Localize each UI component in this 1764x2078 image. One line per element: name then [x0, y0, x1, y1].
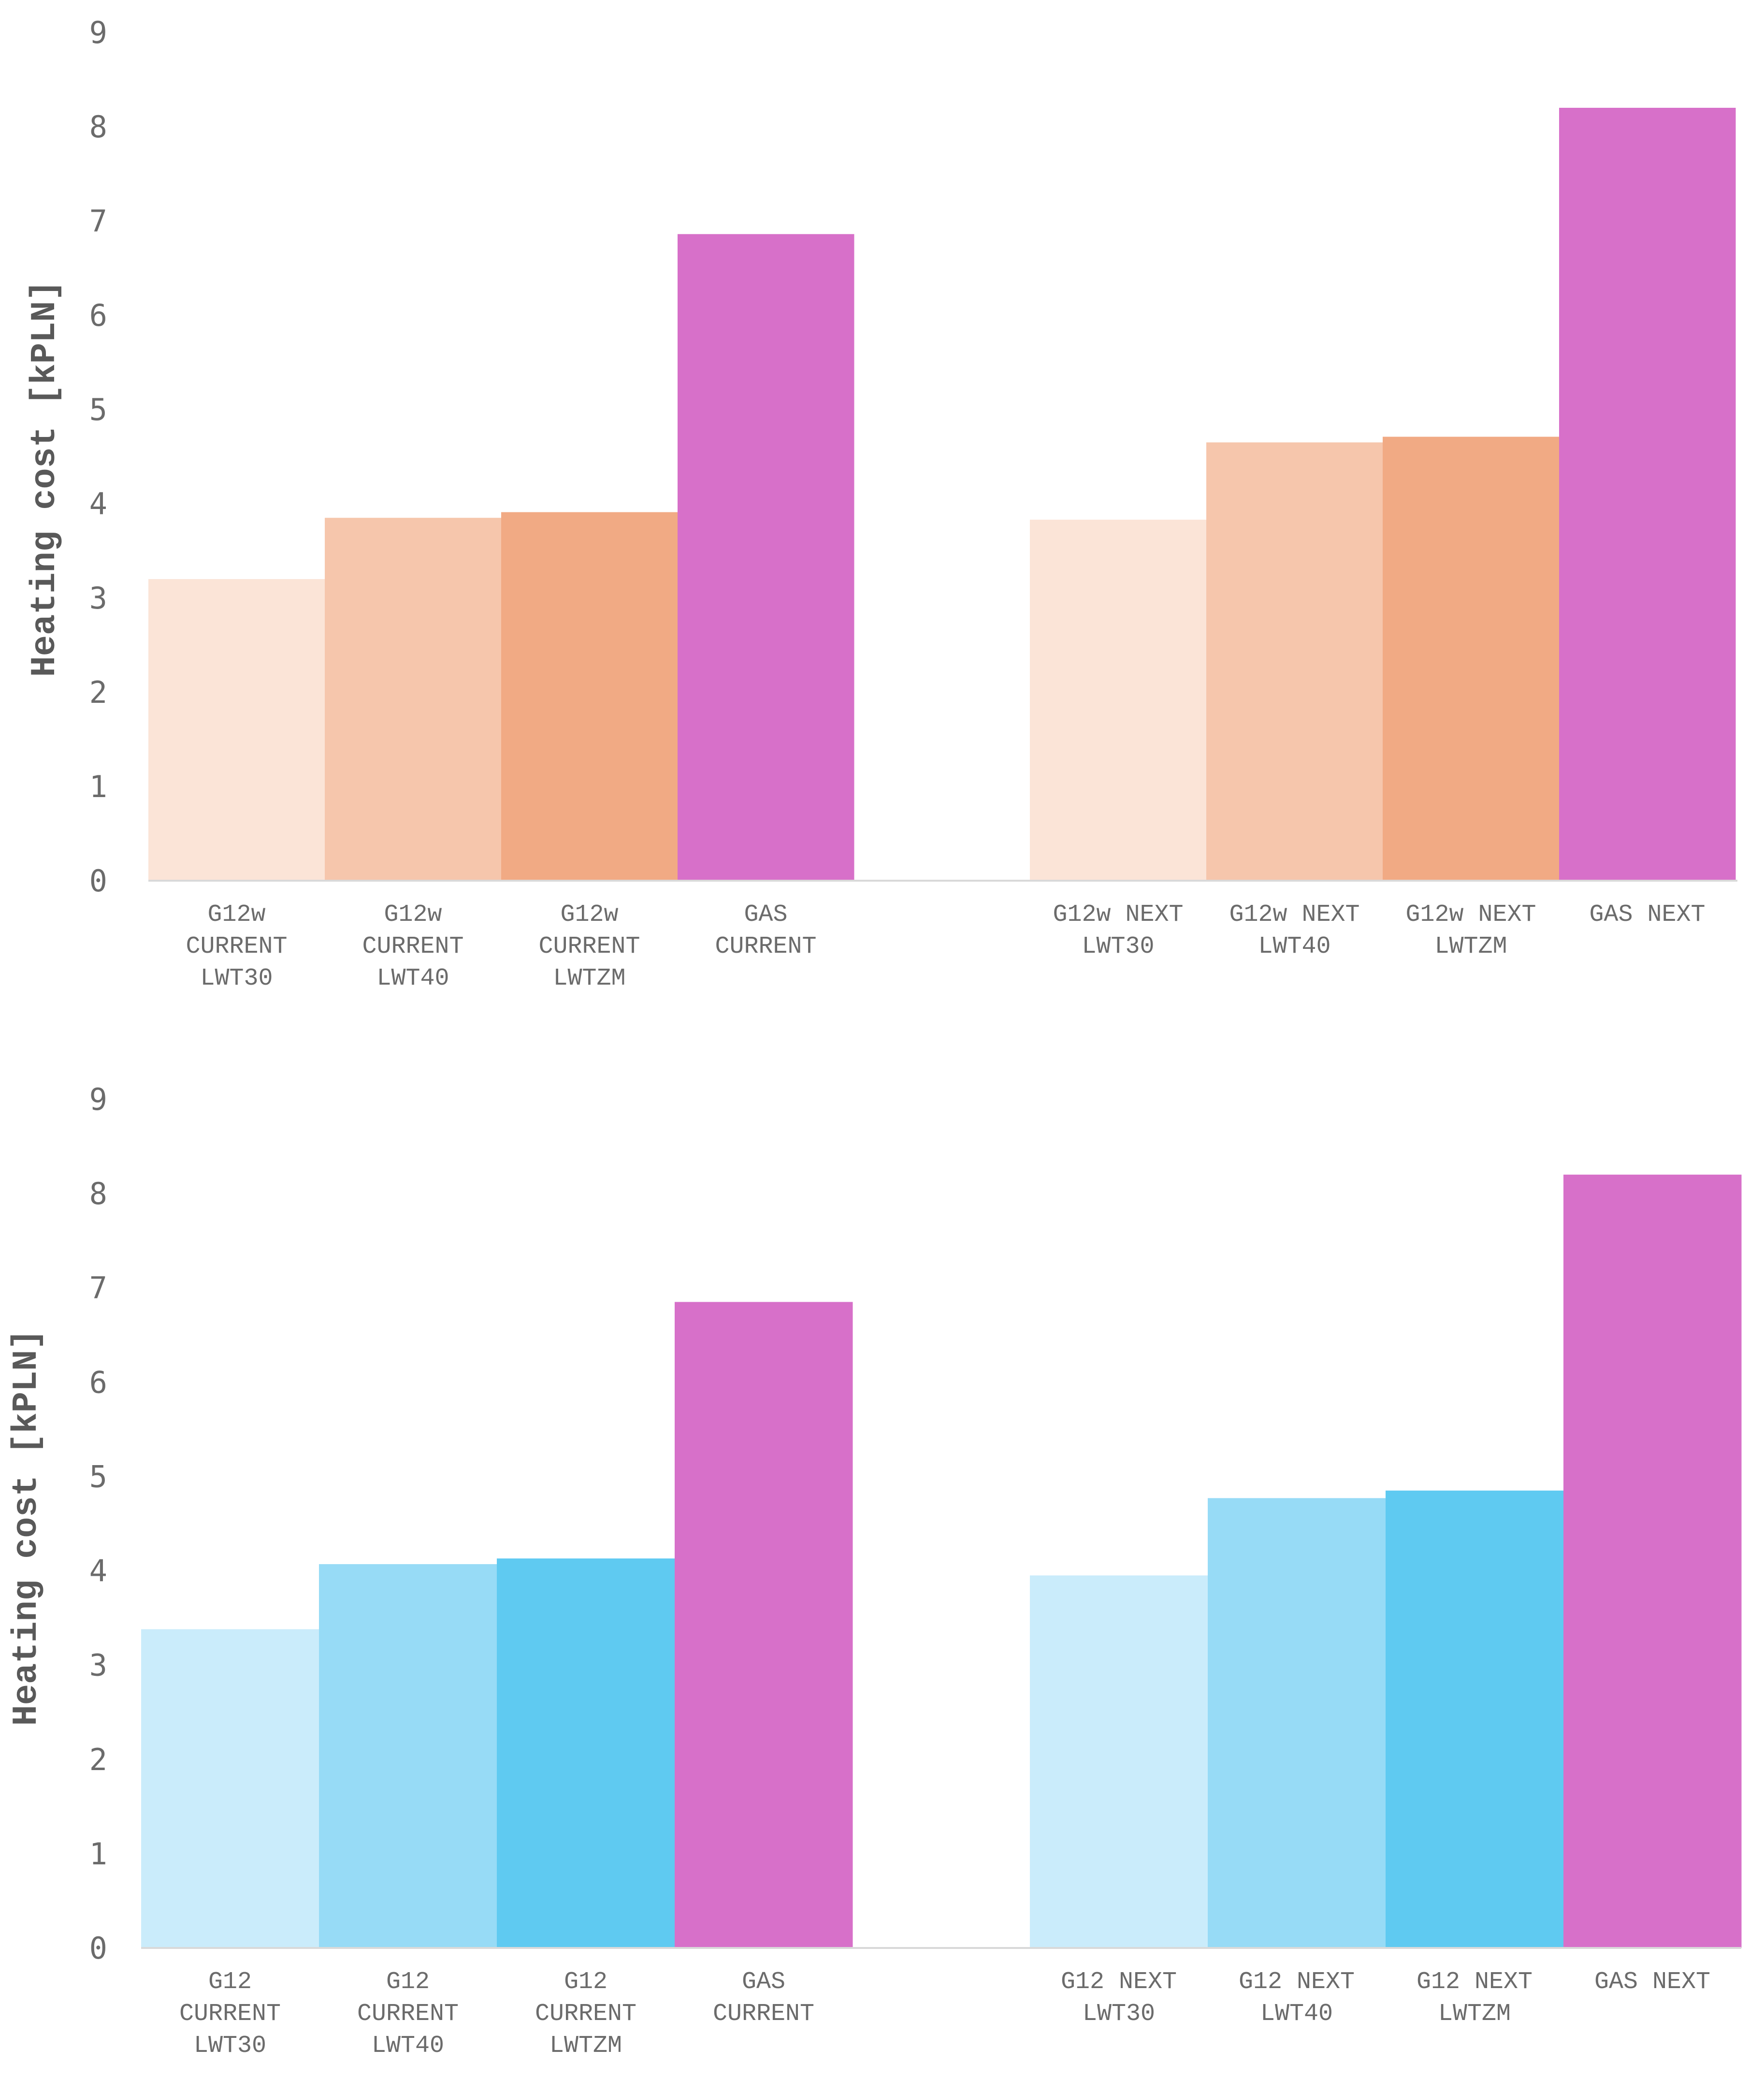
x-category-label-line: LWT30	[1082, 933, 1154, 960]
bar	[319, 1564, 497, 1948]
y-tick-label: 6	[89, 298, 107, 333]
x-category-label: GAS NEXT	[1594, 1968, 1710, 1996]
x-category-label-line: GAS	[742, 1968, 785, 1996]
y-tick-label: 9	[89, 1082, 107, 1117]
x-category-label-line: GAS NEXT	[1594, 1968, 1710, 1996]
x-category-label-line: G12w NEXT	[1053, 901, 1183, 929]
x-category-label-line: CURRENT	[715, 933, 816, 960]
bar	[1559, 108, 1736, 881]
x-category-label-line: CURRENT	[713, 2000, 814, 2028]
x-category-label-line: LWT40	[1260, 2000, 1333, 2028]
x-category-label-line: LWTZM	[553, 965, 625, 992]
x-category-label-line: LWTZM	[549, 2032, 622, 2060]
y-tick-label: 7	[89, 203, 107, 239]
y-tick-label: 3	[89, 581, 107, 616]
y-tick-label: 8	[89, 109, 107, 145]
x-category-label-line: GAS NEXT	[1589, 901, 1705, 929]
bar	[1386, 1490, 1564, 1948]
x-category-label-line: G12 NEXT	[1239, 1968, 1355, 1996]
x-category-label-line: CURRENT	[186, 933, 287, 960]
bar	[1206, 442, 1383, 881]
x-category-label: G12 CURRENT LWT40	[357, 1968, 459, 2060]
x-category-label-line: CURRENT	[362, 933, 463, 960]
x-category-label-line: LWT40	[376, 965, 449, 992]
bar	[1563, 1175, 1742, 1948]
bar	[1208, 1498, 1386, 1948]
y-tick-label: 2	[89, 675, 107, 710]
y-tick-label: 1	[89, 769, 107, 804]
y-tick-label: 4	[89, 486, 107, 522]
x-category-label-line: CURRENT	[538, 933, 640, 960]
x-category-label: G12 CURRENT LWTZM	[535, 1968, 636, 2060]
y-tick-label: 0	[89, 863, 107, 899]
y-tick-label: 5	[89, 392, 107, 427]
y-tick-label: 3	[89, 1648, 107, 1683]
x-category-label-line: GAS	[744, 901, 787, 929]
bar	[141, 1629, 319, 1948]
bar	[501, 512, 678, 881]
x-category-label: G12w CURRENT LWT30	[186, 901, 287, 992]
x-category-label-line: LWT40	[372, 2032, 444, 2060]
bar	[325, 518, 502, 881]
x-category-label-line: G12	[386, 1968, 430, 1996]
x-category-label-line: CURRENT	[179, 2000, 281, 2028]
x-category-label-line: G12w NEXT	[1229, 901, 1359, 929]
bar	[1383, 436, 1560, 881]
bar	[1030, 520, 1207, 881]
x-category-label-line: LWTZM	[1434, 933, 1507, 960]
y-axis-label: Heating cost [kPLN]	[7, 1329, 46, 1726]
x-category-label: G12w NEXT LWT30	[1053, 901, 1183, 960]
y-tick-label: 0	[89, 1931, 107, 1966]
bar	[678, 234, 854, 881]
top-chart-panel: 0 1 2 3 4 5 6 7 8 9 Heating cost [kPLN] G12w CURRENT…	[25, 15, 1737, 992]
x-category-label-line: G12w NEXT	[1405, 901, 1536, 929]
x-category-label-line: G12 NEXT	[1061, 1968, 1177, 1996]
x-category-label-line: G12	[208, 1968, 252, 1996]
y-tick-label: 2	[89, 1742, 107, 1777]
x-category-label-line: G12w	[207, 901, 265, 929]
y-tick-label: 9	[89, 15, 107, 50]
y-tick-label: 8	[89, 1176, 107, 1211]
bar	[497, 1558, 675, 1948]
x-category-label-line: CURRENT	[357, 2000, 459, 2028]
x-category-label-line: LWT40	[1258, 933, 1330, 960]
x-category-label: G12w NEXT LWTZM	[1405, 901, 1536, 960]
x-category-label-line: LWTZM	[1438, 2000, 1511, 2028]
x-category-label: GAS CURRENT	[713, 1968, 814, 2028]
x-category-label-line: G12w	[560, 901, 618, 929]
y-tick-label: 1	[89, 1836, 107, 1872]
bottom-chart-panel: 0 1 2 3 4 5 6 7 8 9 Heating cost [kPLN] G12 CURRENT L…	[7, 1082, 1742, 2060]
x-category-label: G12 NEXT LWTZM	[1417, 1968, 1533, 2028]
y-axis-label: Heating cost [kPLN]	[25, 280, 65, 677]
x-category-label: G12w CURRENT LWT40	[362, 901, 463, 992]
x-category-label-line: G12w	[384, 901, 442, 929]
x-category-label: G12w CURRENT LWTZM	[538, 901, 640, 992]
x-category-label-line: LWT30	[1083, 2000, 1155, 2028]
y-tick-label: 6	[89, 1365, 107, 1400]
x-category-label: G12 CURRENT LWT30	[179, 1968, 281, 2060]
bar	[148, 579, 325, 881]
y-tick-label: 7	[89, 1270, 107, 1306]
bar	[1030, 1575, 1208, 1948]
x-category-label: GAS CURRENT	[715, 901, 816, 960]
y-tick-label: 5	[89, 1459, 107, 1494]
x-category-label-line: G12	[564, 1968, 607, 1996]
x-category-label: G12 NEXT LWT30	[1061, 1968, 1177, 2028]
x-category-label-line: G12 NEXT	[1417, 1968, 1533, 1996]
bar	[675, 1302, 853, 1948]
y-tick-label: 4	[89, 1554, 107, 1589]
x-category-label: G12w NEXT LWT40	[1229, 901, 1359, 960]
x-category-label: G12 NEXT LWT40	[1239, 1968, 1355, 2028]
x-category-label: GAS NEXT	[1589, 901, 1705, 929]
x-category-label-line: LWT30	[194, 2032, 266, 2060]
x-category-label-line: CURRENT	[535, 2000, 636, 2028]
x-category-label-line: LWT30	[200, 965, 273, 992]
